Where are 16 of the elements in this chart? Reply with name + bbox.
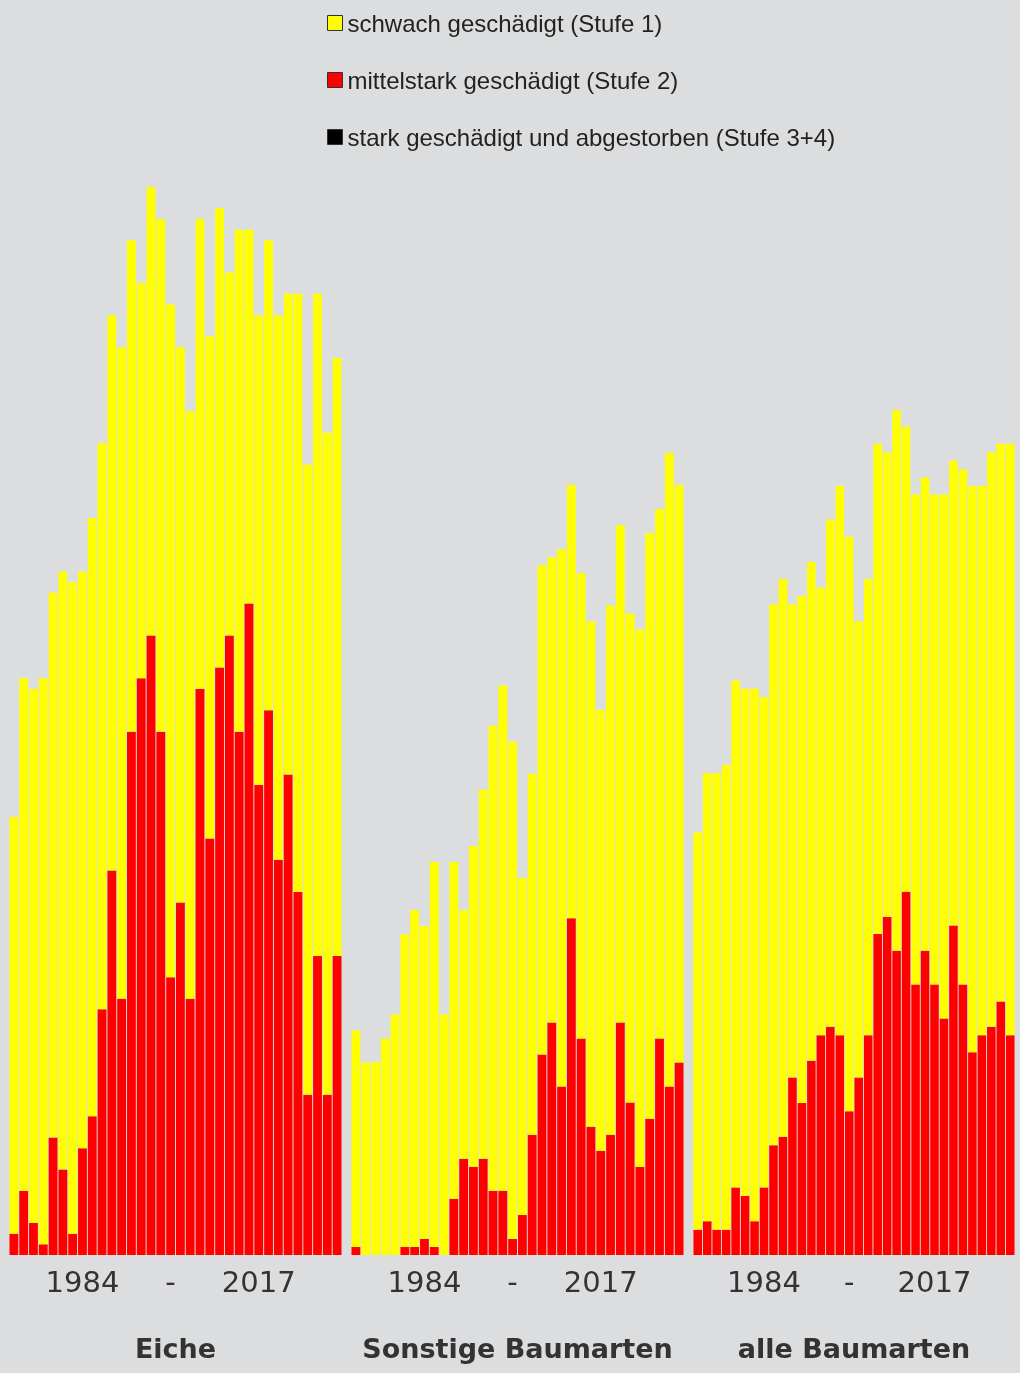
x-tick-label: 2017 (897, 1264, 972, 1299)
x-axis-title: Sonstige Baumarten (362, 1333, 673, 1364)
x-tick-label: 1984 (45, 1264, 120, 1299)
x-axis-title: Eiche (134, 1333, 217, 1364)
x-tick-label: - (507, 1264, 518, 1299)
x-tick-label: - (165, 1264, 176, 1299)
x-tick-label: - (844, 1264, 855, 1299)
x-axis-title: alle Baumarten (737, 1333, 971, 1364)
x-tick-label: 2017 (563, 1264, 638, 1299)
legend-label: stark geschädigt und abgestorben (Stufe 3+4) (347, 123, 836, 151)
bar (351, 1246, 361, 1255)
x-tick-label: 1984 (387, 1264, 462, 1299)
legend-label: schwach geschädigt (Stufe 1) (347, 9, 663, 37)
legend-label: mittelstark geschädigt (Stufe 2) (347, 66, 679, 94)
x-tick-label: 1984 (727, 1264, 801, 1299)
x-tick-label: 2017 (221, 1264, 296, 1299)
